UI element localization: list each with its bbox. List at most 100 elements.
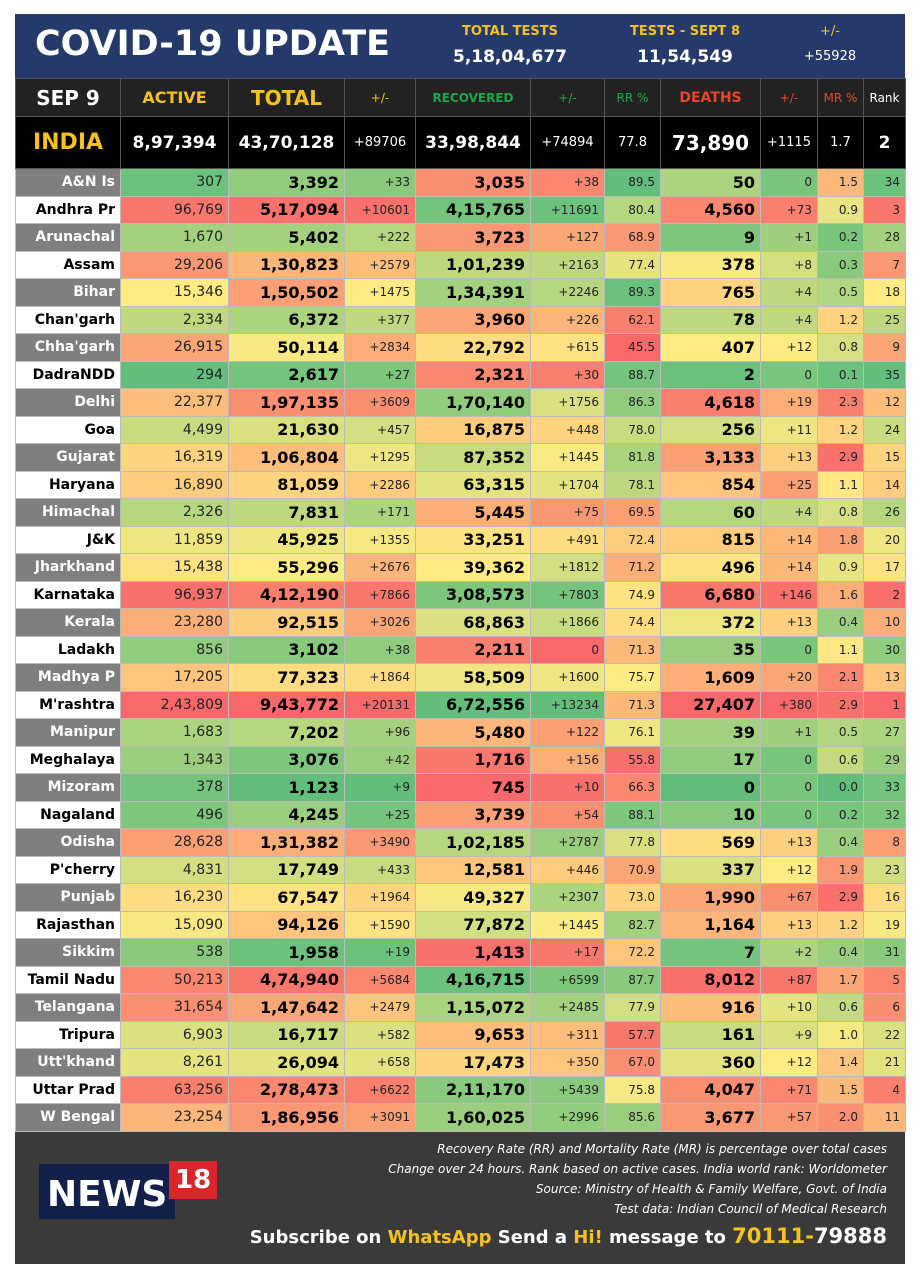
table-row: Meghalaya 1,343 3,076 +42 1,716 +156 55.8 17 0 0.… bbox=[15, 745, 906, 774]
cell-deaths: 1,609 bbox=[660, 663, 761, 692]
footer-note: Source: Ministry of Health & Family Welf… bbox=[535, 1181, 887, 1196]
cell-mr: 1.2 bbox=[817, 910, 864, 939]
cell-active: 2,326 bbox=[120, 498, 229, 527]
cell-mr: 0.0 bbox=[817, 773, 864, 802]
cell-total-change: +42 bbox=[344, 745, 416, 774]
cell-rr: 80.4 bbox=[604, 195, 661, 224]
subscribe-text: Subscribe on bbox=[249, 1226, 388, 1248]
cell-mr: 2.3 bbox=[817, 388, 864, 417]
cell-rank: 30 bbox=[863, 635, 906, 664]
table-row: Nagaland 496 4,245 +25 3,739 +54 88.1 10 0 0.2 32 bbox=[15, 800, 906, 829]
cell-mr: 1.8 bbox=[817, 525, 864, 554]
cell-active: 538 bbox=[120, 938, 229, 967]
cell-total-change: +33 bbox=[344, 168, 416, 197]
cell-rr: 75.7 bbox=[604, 663, 661, 692]
cell-rank: 11 bbox=[863, 1103, 906, 1132]
state-name: Rajasthan bbox=[15, 910, 121, 939]
india-recovered-change: +74894 bbox=[530, 116, 605, 169]
cell-mr: 1.2 bbox=[817, 415, 864, 444]
state-name: W Bengal bbox=[15, 1103, 121, 1132]
cell-rank: 2 bbox=[863, 580, 906, 609]
cell-total: 1,50,502 bbox=[228, 278, 345, 307]
cell-recovered-change: +156 bbox=[530, 745, 605, 774]
cell-rr: 62.1 bbox=[604, 305, 661, 334]
footer-note: Recovery Rate (RR) and Mortality Rate (M… bbox=[437, 1141, 887, 1156]
india-deaths-change: +1115 bbox=[760, 116, 818, 169]
cell-deaths: 4,618 bbox=[660, 388, 761, 417]
cell-deaths-change: +13 bbox=[760, 443, 818, 472]
table-row: DadraNDD 294 2,617 +27 2,321 +30 88.7 2 0 0.1 35 bbox=[15, 360, 906, 389]
cell-rank: 15 bbox=[863, 443, 906, 472]
india-rank: 2 bbox=[863, 116, 906, 169]
cell-rank: 25 bbox=[863, 305, 906, 334]
cell-total-change: +377 bbox=[344, 305, 416, 334]
cell-active: 1,683 bbox=[120, 718, 229, 747]
cell-recovered: 1,413 bbox=[415, 938, 531, 967]
cell-mr: 2.1 bbox=[817, 663, 864, 692]
cell-total-change: +658 bbox=[344, 1048, 416, 1077]
cell-recovered-change: +1445 bbox=[530, 443, 605, 472]
cell-recovered: 63,315 bbox=[415, 470, 531, 499]
tests-day-value: 11,54,549 bbox=[637, 47, 733, 67]
cell-mr: 0.3 bbox=[817, 250, 864, 279]
cell-deaths: 4,047 bbox=[660, 1075, 761, 1104]
cell-deaths-change: +4 bbox=[760, 305, 818, 334]
cell-recovered: 33,251 bbox=[415, 525, 531, 554]
cell-active: 6,903 bbox=[120, 1020, 229, 1049]
cell-recovered-change: +38 bbox=[530, 168, 605, 197]
table-row: Haryana 16,890 81,059 +2286 63,315 +1704 78.1 8… bbox=[15, 470, 906, 499]
cell-total: 77,323 bbox=[228, 663, 345, 692]
cell-recovered-change: +17 bbox=[530, 938, 605, 967]
subscribe-text: Send a bbox=[491, 1226, 574, 1248]
cell-recovered-change: +6599 bbox=[530, 965, 605, 994]
table-row: Utt'khand 8,261 26,094 +658 17,473 +350 67.0 36… bbox=[15, 1048, 906, 1077]
cell-deaths-change: +25 bbox=[760, 470, 818, 499]
cell-rank: 1 bbox=[863, 690, 906, 719]
cell-recovered: 1,01,239 bbox=[415, 250, 531, 279]
cell-recovered: 4,16,715 bbox=[415, 965, 531, 994]
cell-recovered: 4,15,765 bbox=[415, 195, 531, 224]
cell-recovered-change: +615 bbox=[530, 333, 605, 362]
table-row: Madhya P 17,205 77,323 +1864 58,509 +1600 75.7… bbox=[15, 663, 906, 692]
cell-total-change: +2479 bbox=[344, 993, 416, 1022]
cell-mr: 1.2 bbox=[817, 305, 864, 334]
state-name: Bihar bbox=[15, 278, 121, 307]
cell-rr: 88.1 bbox=[604, 800, 661, 829]
state-name: Himachal bbox=[15, 498, 121, 527]
cell-deaths: 78 bbox=[660, 305, 761, 334]
total-tests-label: TOTAL TESTS bbox=[462, 24, 558, 39]
state-name: Ladakh bbox=[15, 635, 121, 664]
cell-total-change: +10601 bbox=[344, 195, 416, 224]
cell-mr: 0.8 bbox=[817, 333, 864, 362]
cell-recovered-change: +446 bbox=[530, 855, 605, 884]
cell-rr: 68.9 bbox=[604, 223, 661, 252]
cell-total: 1,123 bbox=[228, 773, 345, 802]
state-name: Nagaland bbox=[15, 800, 121, 829]
column-header-recovered: RECOVERED bbox=[415, 78, 531, 117]
cell-total: 3,102 bbox=[228, 635, 345, 664]
cell-rr: 74.4 bbox=[604, 608, 661, 637]
cell-recovered-change: +1445 bbox=[530, 910, 605, 939]
india-recovered: 33,98,844 bbox=[415, 116, 531, 169]
state-name: Manipur bbox=[15, 718, 121, 747]
cell-deaths: 2 bbox=[660, 360, 761, 389]
cell-rr: 71.3 bbox=[604, 690, 661, 719]
cell-total: 2,617 bbox=[228, 360, 345, 389]
cell-total: 1,86,956 bbox=[228, 1103, 345, 1132]
column-header-active: ACTIVE bbox=[120, 78, 229, 117]
cell-deaths: 6,680 bbox=[660, 580, 761, 609]
cell-deaths: 35 bbox=[660, 635, 761, 664]
cell-recovered: 6,72,556 bbox=[415, 690, 531, 719]
cell-total-change: +96 bbox=[344, 718, 416, 747]
cell-rank: 5 bbox=[863, 965, 906, 994]
cell-recovered-change: +311 bbox=[530, 1020, 605, 1049]
cell-total-change: +2676 bbox=[344, 553, 416, 582]
cell-rr: 75.8 bbox=[604, 1075, 661, 1104]
cell-deaths-change: +73 bbox=[760, 195, 818, 224]
cell-rank: 7 bbox=[863, 250, 906, 279]
state-name: P'cherry bbox=[15, 855, 121, 884]
cell-deaths-change: +10 bbox=[760, 993, 818, 1022]
column-header-recovered-change: +/- bbox=[530, 78, 605, 117]
cell-active: 16,890 bbox=[120, 470, 229, 499]
cell-rr: 72.2 bbox=[604, 938, 661, 967]
